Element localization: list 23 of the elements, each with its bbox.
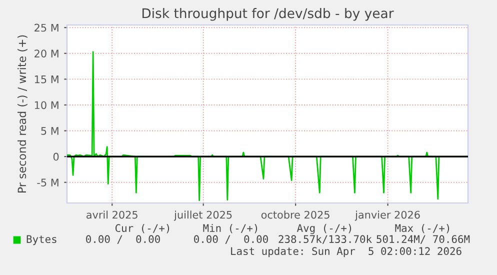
text: 501.24M/ 70.66M bbox=[376, 235, 470, 244]
y-tick-label: 15 M bbox=[34, 76, 58, 84]
y-tick-label: 25 M bbox=[34, 24, 58, 32]
x-tick-label: juillet 2025 bbox=[174, 210, 232, 221]
y-tick-label: 5 M bbox=[41, 127, 58, 135]
y-axis-title: Pr second read (-) / write (+) bbox=[18, 35, 28, 193]
y-tick-label: 20 M bbox=[34, 50, 58, 58]
y-tick-label: -5 M bbox=[37, 178, 58, 186]
text: Avg (-/+) bbox=[296, 224, 352, 234]
chart-title: Disk throughput for /dev/sdb - by year bbox=[142, 8, 394, 21]
text: Cur (-/+) bbox=[115, 224, 170, 234]
text: Max (-/+) bbox=[395, 224, 450, 234]
x-tick-label: janvier 2026 bbox=[354, 210, 420, 221]
y-tick-label: 10 M bbox=[34, 101, 58, 110]
y-tick-label: 0 bbox=[53, 152, 59, 161]
text: 238.57k/133.70k bbox=[278, 234, 372, 244]
text: 0.00 / 0.00 bbox=[86, 235, 160, 244]
text: Min (-/+) bbox=[203, 224, 258, 234]
x-tick-label: octobre 2025 bbox=[261, 210, 330, 219]
text: Last update: Sun Apr 5 02:00:12 2026 bbox=[231, 246, 462, 258]
legend-label: Bytes bbox=[26, 235, 56, 246]
text: 0.00 / 0.00 bbox=[194, 235, 268, 244]
x-tick-label: avril 2025 bbox=[86, 210, 138, 219]
